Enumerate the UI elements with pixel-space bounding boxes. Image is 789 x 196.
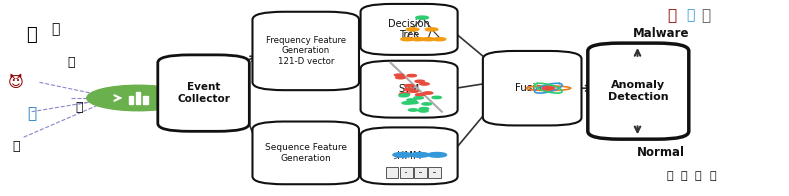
Circle shape: [412, 38, 424, 41]
Text: 📧: 📧: [709, 171, 716, 181]
FancyBboxPatch shape: [158, 55, 249, 131]
Text: HMM: HMM: [397, 151, 421, 161]
Bar: [428, 167, 441, 178]
Circle shape: [409, 109, 418, 111]
Circle shape: [542, 87, 555, 90]
Text: 🦠: 🦠: [667, 8, 677, 23]
Text: 🔵: 🔵: [667, 171, 673, 181]
FancyBboxPatch shape: [252, 12, 359, 90]
Text: Sequence Feature
Generation: Sequence Feature Generation: [265, 143, 346, 162]
Circle shape: [433, 38, 446, 41]
Circle shape: [400, 94, 409, 96]
Text: 🖥: 🖥: [26, 26, 37, 44]
Text: 🔵: 🔵: [27, 106, 36, 121]
Text: SVM: SVM: [398, 84, 420, 94]
Circle shape: [419, 110, 428, 112]
Text: 📊: 📊: [12, 141, 20, 153]
Text: Decision
Tree: Decision Tree: [388, 19, 430, 40]
Bar: [143, 96, 148, 104]
Bar: [136, 92, 140, 104]
Text: Malware: Malware: [633, 27, 690, 40]
Circle shape: [423, 92, 432, 94]
Text: Event
Collector: Event Collector: [177, 82, 230, 104]
Circle shape: [422, 103, 432, 105]
Bar: [414, 167, 427, 178]
Circle shape: [87, 85, 189, 111]
Circle shape: [396, 76, 406, 79]
Circle shape: [401, 38, 413, 41]
Circle shape: [402, 102, 411, 104]
Circle shape: [422, 38, 435, 41]
Circle shape: [425, 28, 438, 31]
Text: 🦠: 🦠: [686, 9, 694, 23]
Text: 📄: 📄: [681, 171, 687, 181]
Text: 😈: 😈: [8, 75, 24, 90]
Circle shape: [409, 101, 418, 104]
Text: Fusion: Fusion: [515, 83, 549, 93]
FancyBboxPatch shape: [361, 4, 458, 55]
Circle shape: [405, 102, 414, 104]
Circle shape: [419, 108, 428, 110]
Circle shape: [428, 152, 447, 157]
FancyBboxPatch shape: [252, 122, 359, 184]
Text: 📧: 📧: [75, 101, 83, 114]
FancyBboxPatch shape: [483, 51, 581, 125]
Text: Normal: Normal: [638, 146, 685, 159]
Circle shape: [407, 99, 417, 101]
FancyBboxPatch shape: [361, 61, 458, 118]
Bar: [400, 167, 413, 178]
Text: 📊: 📊: [695, 171, 701, 181]
Text: 👤: 👤: [51, 22, 59, 36]
Circle shape: [394, 74, 404, 76]
Circle shape: [414, 97, 424, 99]
Text: 🦠: 🦠: [701, 8, 711, 23]
Circle shape: [416, 16, 428, 19]
Circle shape: [415, 80, 424, 83]
Bar: [129, 96, 133, 104]
Circle shape: [420, 83, 429, 85]
Circle shape: [407, 74, 417, 77]
Circle shape: [405, 84, 414, 87]
Circle shape: [432, 96, 441, 99]
FancyBboxPatch shape: [588, 43, 689, 139]
Circle shape: [410, 152, 429, 157]
Circle shape: [404, 88, 413, 91]
FancyBboxPatch shape: [361, 127, 458, 184]
Circle shape: [406, 28, 419, 31]
Text: Anomaly
Detection: Anomaly Detection: [608, 80, 668, 102]
Circle shape: [399, 94, 409, 97]
Circle shape: [400, 93, 409, 95]
Circle shape: [409, 90, 418, 92]
Circle shape: [393, 152, 412, 157]
Text: 📄: 📄: [67, 56, 75, 69]
Circle shape: [399, 93, 409, 95]
Circle shape: [416, 93, 425, 96]
Text: Frequency Feature
Generation
121-D vector: Frequency Feature Generation 121-D vecto…: [266, 36, 346, 66]
Bar: [386, 167, 398, 178]
